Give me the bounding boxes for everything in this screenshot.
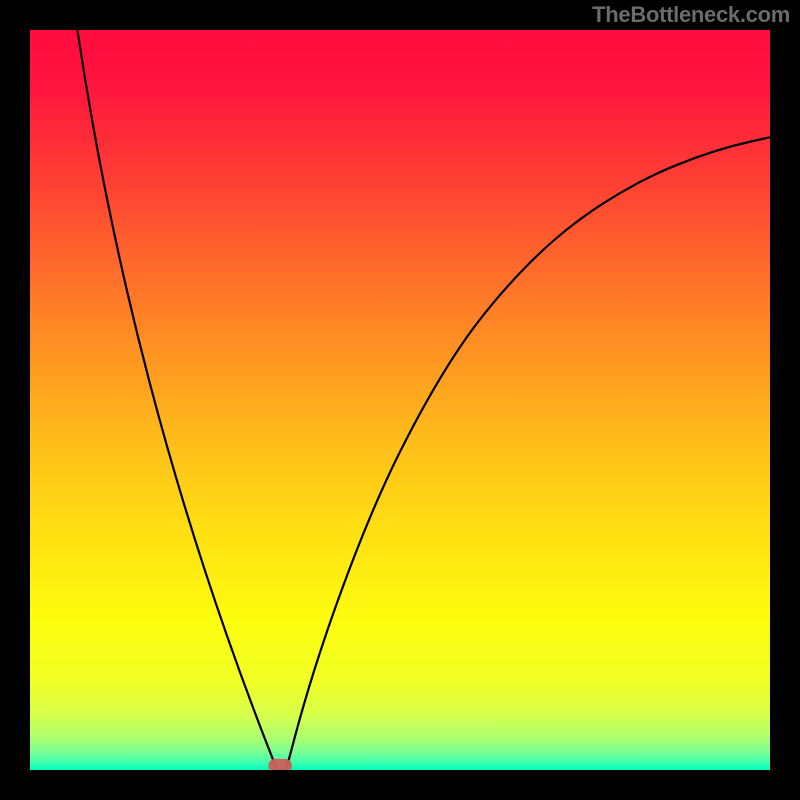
watermark-text: TheBottleneck.com — [592, 2, 790, 28]
chart-background — [30, 30, 770, 770]
chart-container: TheBottleneck.com — [0, 0, 800, 800]
bottleneck-chart — [0, 0, 800, 800]
